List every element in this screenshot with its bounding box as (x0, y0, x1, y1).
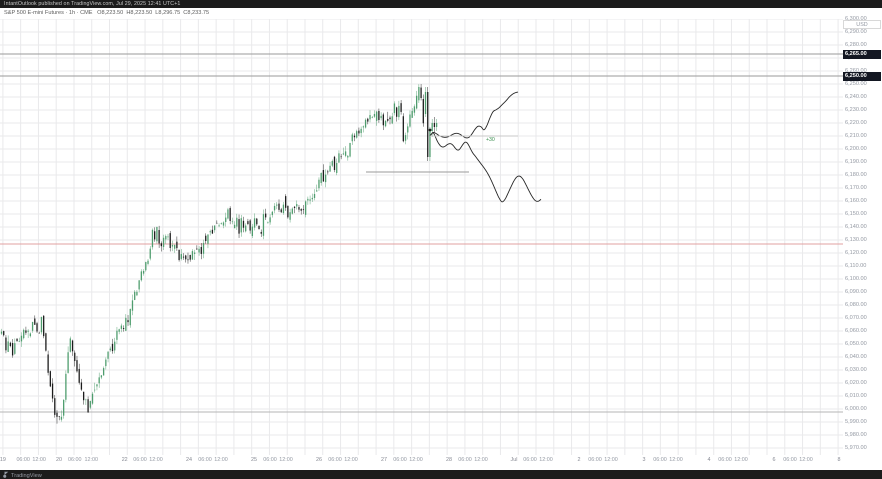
svg-text:+30: +30 (486, 137, 495, 143)
